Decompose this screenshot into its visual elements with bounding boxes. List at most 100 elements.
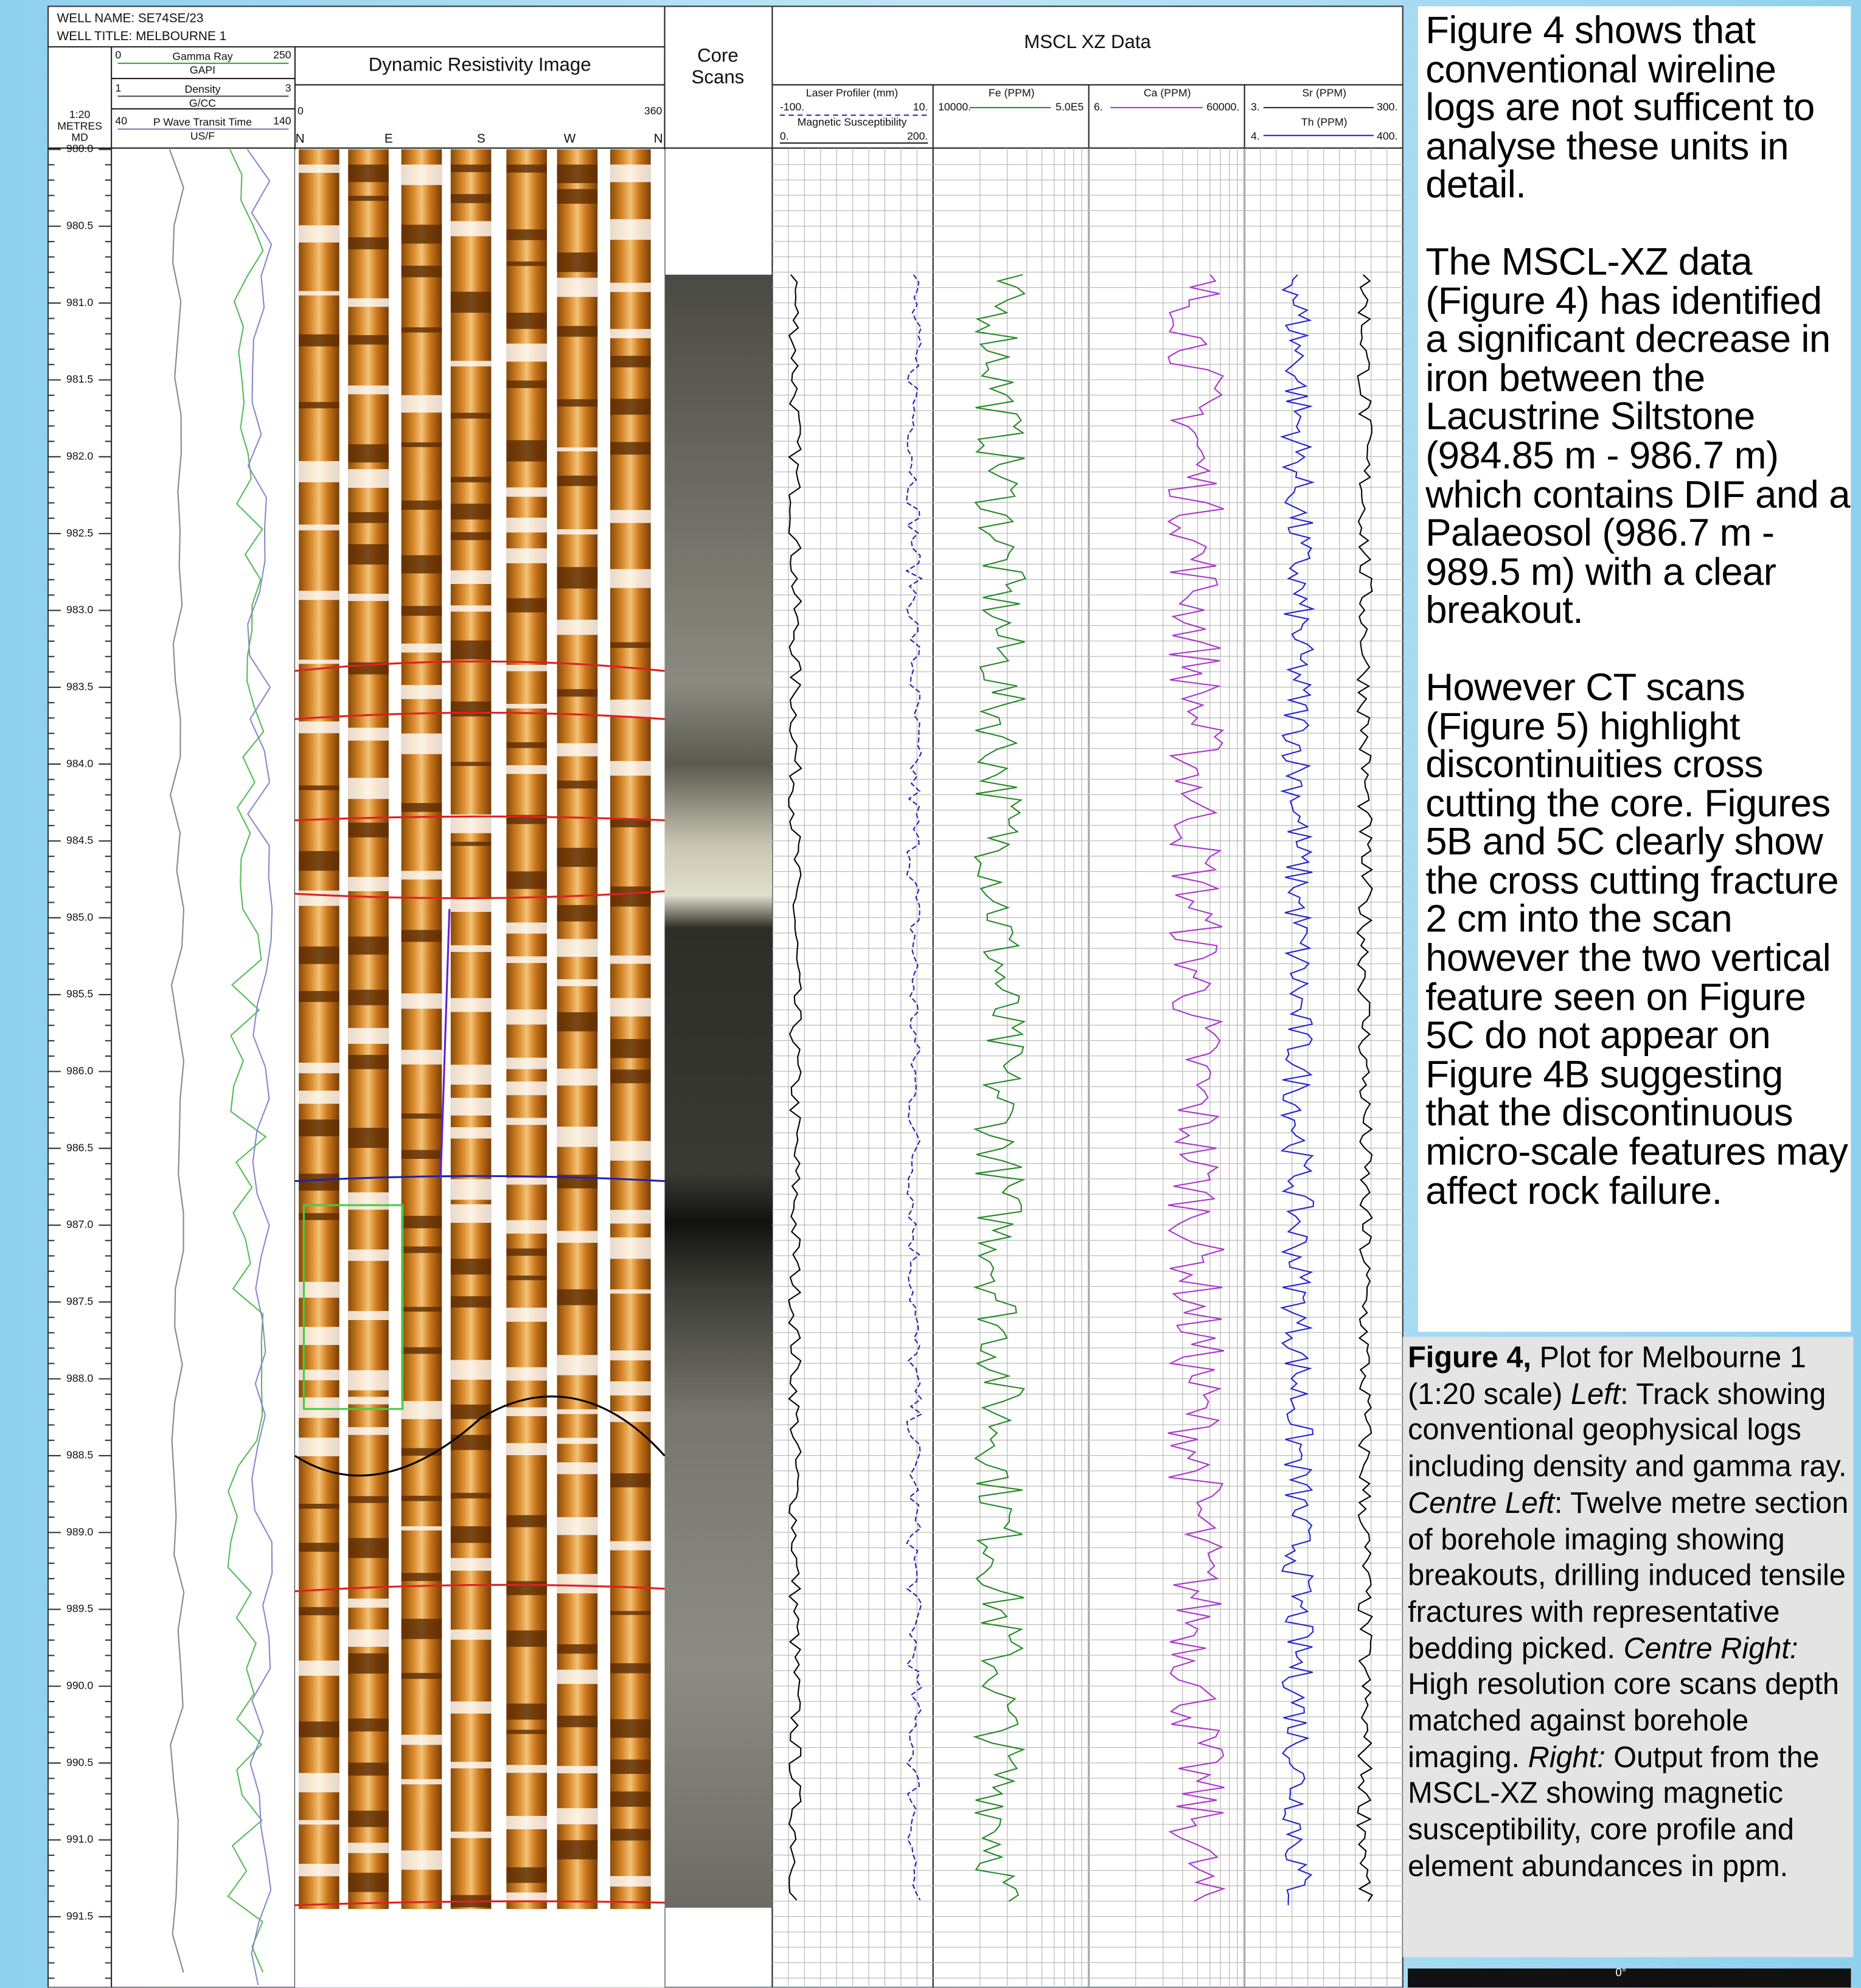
band <box>506 956 547 963</box>
band <box>451 842 492 846</box>
band <box>506 1248 547 1256</box>
band <box>299 1543 339 1552</box>
band <box>506 1443 547 1455</box>
text-panel: Figure 4 shows that conventional wirelin… <box>1418 6 1851 1332</box>
band <box>299 591 339 600</box>
band <box>557 1069 598 1086</box>
band <box>506 1892 547 1901</box>
band <box>557 278 598 297</box>
band <box>506 1816 547 1829</box>
band <box>451 1493 492 1498</box>
band <box>506 1729 547 1734</box>
curve-min: 1 <box>115 82 121 94</box>
band <box>299 524 339 530</box>
band <box>299 1370 339 1380</box>
band <box>506 1220 547 1234</box>
poster-section: WELL NAME: SE74SE/23WELL TITLE: MELBOURN… <box>0 0 1861 1987</box>
band <box>299 1091 339 1104</box>
band <box>610 1382 651 1395</box>
band <box>402 1573 442 1581</box>
curve-max: 60000. <box>1206 101 1239 113</box>
band <box>506 1703 547 1719</box>
band <box>610 1876 651 1886</box>
azimuth: E <box>384 131 393 145</box>
depth-label: 983.5 <box>66 680 93 692</box>
depth-label: 982.5 <box>66 527 93 539</box>
band <box>451 292 492 313</box>
band <box>451 1065 492 1085</box>
depth-label: 990.5 <box>66 1756 93 1768</box>
band <box>506 598 547 612</box>
image-max: 360 <box>644 105 663 117</box>
band <box>299 1722 339 1737</box>
curve-name: P Wave Transit Time <box>153 116 252 128</box>
band <box>610 1792 651 1807</box>
band <box>451 504 492 520</box>
caption-run: Figure 4, <box>1408 1341 1531 1374</box>
depth-label: 984.5 <box>66 834 93 846</box>
band <box>451 641 492 659</box>
band <box>557 1840 598 1859</box>
curve-max: 140 <box>273 114 291 127</box>
band <box>299 1327 339 1345</box>
band <box>451 361 492 366</box>
curve-max: 300. <box>1377 101 1397 113</box>
band <box>451 1098 492 1116</box>
band <box>299 891 339 906</box>
depth-label: 989.5 <box>66 1602 93 1614</box>
band <box>451 194 492 203</box>
depth-label: 987.0 <box>66 1218 93 1231</box>
depth-label: 986.0 <box>66 1065 93 1077</box>
curve-name: Magnetic Susceptibility <box>798 116 907 128</box>
band <box>506 922 547 933</box>
band <box>299 947 339 964</box>
inset-label: 0° <box>1615 1966 1626 1979</box>
band <box>402 1673 442 1679</box>
band <box>557 1409 598 1414</box>
band <box>299 721 339 733</box>
depth-unit: METRES <box>57 120 102 132</box>
depth-label: 981.0 <box>66 296 93 308</box>
depth-label: 988.5 <box>66 1449 93 1461</box>
depth-label: 987.5 <box>66 1295 93 1307</box>
band <box>348 1370 389 1390</box>
curve-min: 3. <box>1251 101 1260 113</box>
band <box>506 1868 547 1883</box>
curve-max: 5.0E5 <box>1056 101 1084 113</box>
caption-run: Centre Right: <box>1624 1632 1798 1664</box>
curve-name: Ca (PPM) <box>1144 87 1191 99</box>
pad <box>299 150 339 1910</box>
band <box>402 1779 442 1785</box>
band <box>506 1118 547 1125</box>
band <box>348 1811 389 1827</box>
curve-min: 10000. <box>938 101 971 113</box>
band <box>451 165 492 172</box>
band <box>402 803 442 812</box>
azimuth: W <box>564 131 576 145</box>
band <box>451 1296 492 1308</box>
page: {"header":{"well_name":"WELL NAME: SE74S… <box>0 0 1861 1988</box>
depth-label: 981.5 <box>66 373 93 385</box>
band <box>299 785 339 790</box>
depth-label: 989.0 <box>66 1526 93 1538</box>
band <box>402 644 442 653</box>
band <box>402 1113 442 1118</box>
band <box>610 1069 651 1083</box>
band <box>557 743 598 757</box>
band <box>402 930 442 942</box>
band <box>299 461 339 482</box>
depth-label: 988.0 <box>66 1372 93 1384</box>
band <box>299 1437 339 1456</box>
band <box>451 532 492 540</box>
band <box>451 1179 492 1200</box>
band <box>557 1644 598 1653</box>
band <box>348 469 389 488</box>
curve-name: Th (PPM) <box>1301 116 1348 128</box>
curve-name: Density <box>184 83 220 95</box>
band <box>557 1438 598 1444</box>
band <box>610 998 651 1017</box>
band <box>557 1462 598 1474</box>
band <box>299 1661 339 1676</box>
band <box>348 1028 389 1044</box>
